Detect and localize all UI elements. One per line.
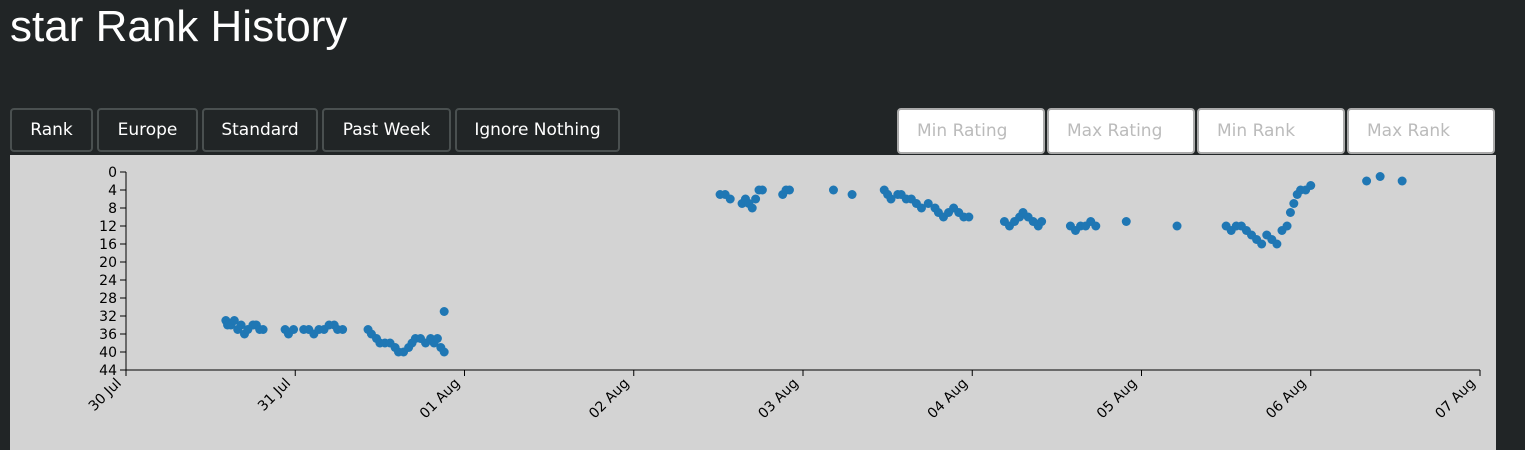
point: [1289, 199, 1299, 208]
y-tick-label: 0: [108, 165, 117, 181]
point: [1037, 217, 1047, 226]
point: [923, 199, 933, 208]
button[interactable]: Ignore Nothing: [455, 108, 620, 152]
y-tick-label: 4: [108, 183, 117, 199]
point: [1257, 239, 1267, 249]
x-tick-label: 30 Jul: [86, 376, 125, 415]
point: [784, 185, 794, 195]
point: [1121, 217, 1131, 226]
point: [847, 190, 857, 199]
point: [757, 185, 767, 195]
x-tick-label: 05 Aug: [1094, 376, 1140, 422]
x-tick-label: 06 Aug: [1263, 376, 1309, 422]
point: [747, 203, 757, 213]
point: [1172, 221, 1182, 231]
x-tick-label: 07 Aug: [1432, 376, 1478, 422]
point: [725, 194, 735, 204]
point: [1306, 181, 1316, 190]
x-tick-label: 31 Jul: [255, 376, 294, 415]
x-tick-label: 01 Aug: [417, 376, 463, 422]
point: [751, 194, 761, 204]
text-input[interactable]: Max Rating: [1047, 108, 1195, 154]
point: [258, 325, 268, 334]
text-input[interactable]: Min Rank: [1197, 108, 1345, 154]
button[interactable]: Past Week: [322, 108, 451, 152]
button[interactable]: Rank: [10, 108, 93, 152]
point: [432, 334, 442, 343]
point: [338, 325, 348, 334]
button[interactable]: Europe: [97, 108, 198, 152]
y-tick-label: 44: [99, 363, 117, 379]
button[interactable]: Standard: [202, 108, 318, 152]
y-tick-label: 28: [99, 291, 117, 307]
point: [1375, 172, 1385, 181]
point: [1272, 239, 1282, 249]
y-tick-label: 16: [99, 237, 117, 253]
point: [236, 320, 246, 330]
y-tick-label: 32: [99, 309, 117, 325]
point: [1397, 176, 1407, 186]
x-tick-label: 04 Aug: [925, 376, 971, 422]
y-tick-label: 24: [99, 273, 117, 289]
y-tick-label: 20: [99, 255, 117, 271]
point: [289, 325, 299, 334]
point: [1362, 176, 1372, 186]
point: [439, 307, 449, 316]
y-tick-label: 36: [99, 327, 117, 343]
point: [229, 316, 239, 325]
point: [1285, 208, 1295, 217]
point: [964, 212, 974, 222]
point: [439, 347, 449, 357]
text-input[interactable]: Min Rating: [897, 108, 1045, 154]
y-tick-label: 12: [99, 219, 117, 235]
page-title: star Rank History: [10, 2, 348, 51]
point: [1282, 221, 1292, 231]
y-tick-label: 40: [99, 345, 117, 361]
point: [1091, 221, 1101, 231]
x-tick-label: 03 Aug: [755, 376, 801, 422]
text-input[interactable]: Max Rank: [1347, 108, 1495, 154]
point: [828, 185, 838, 195]
point: [916, 203, 926, 213]
y-tick-label: 8: [108, 201, 117, 217]
x-tick-label: 02 Aug: [586, 376, 632, 422]
point: [886, 194, 896, 204]
